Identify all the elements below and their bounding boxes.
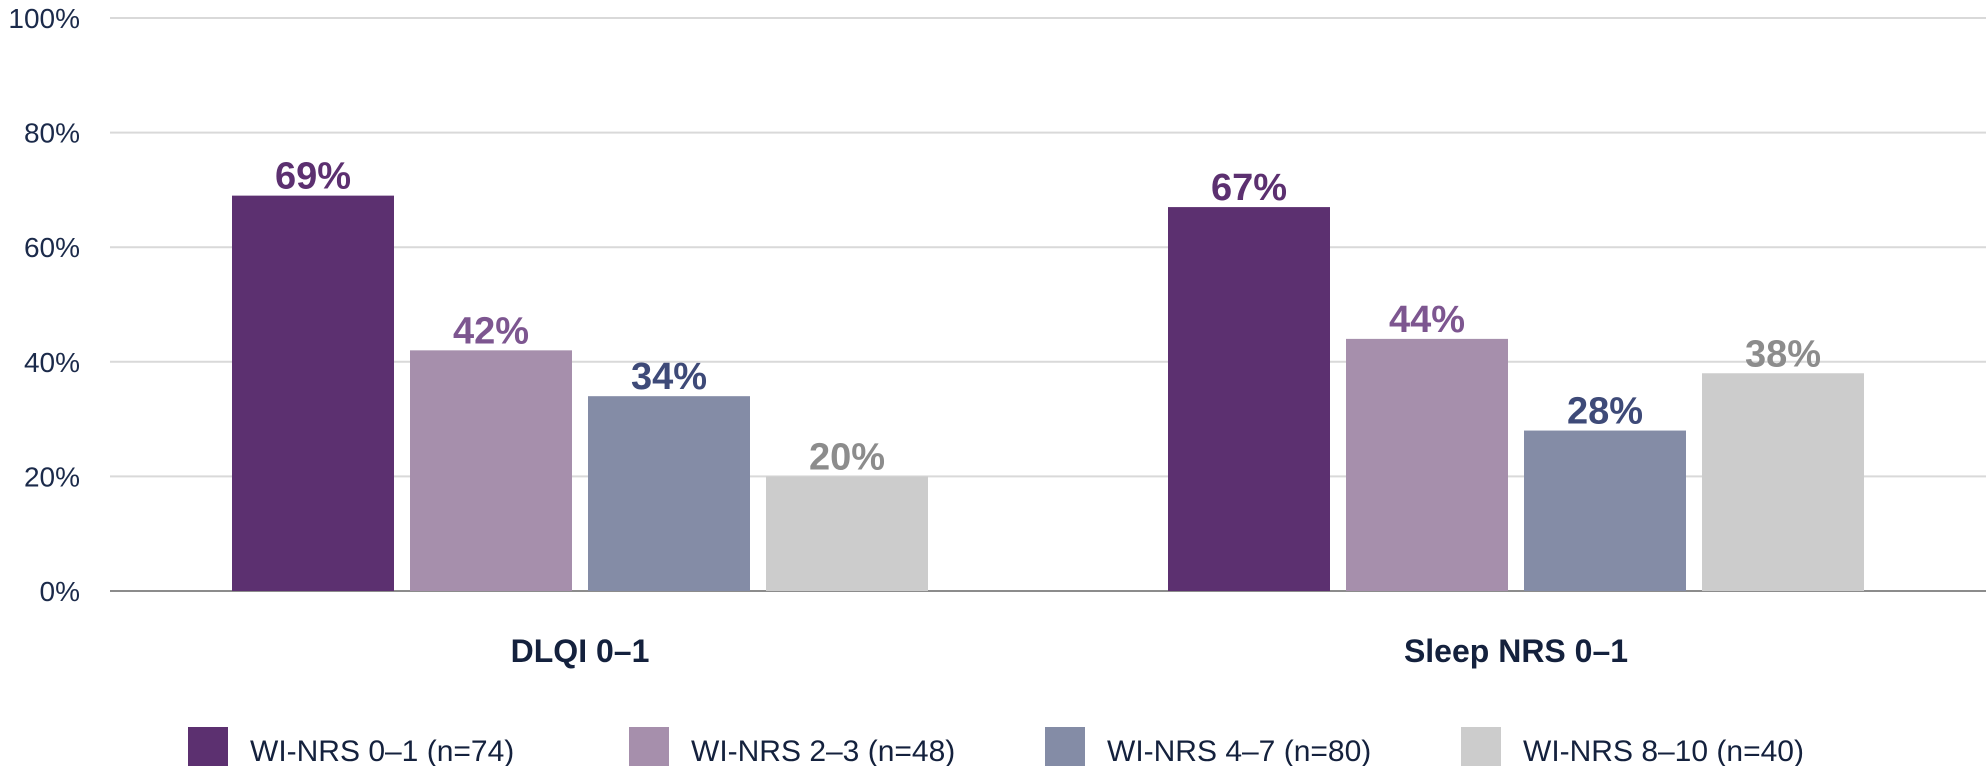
- bar-value-label: 44%: [1389, 299, 1465, 341]
- bar-value-label: 34%: [631, 356, 707, 398]
- bar: [1702, 373, 1864, 591]
- y-tick-label: 60%: [24, 232, 80, 263]
- bar: [766, 476, 928, 591]
- x-category-label: Sleep NRS 0–1: [1404, 633, 1628, 669]
- legend: WI-NRS 0–1 (n=74) WI-NRS 2–3 (n=48) WI-NRS…: [188, 727, 1804, 766]
- bar: [588, 396, 750, 591]
- legend-swatch: [1461, 727, 1501, 766]
- bar-value-label: 67%: [1211, 167, 1287, 209]
- legend-swatch: [188, 727, 228, 766]
- y-tick-label: 80%: [24, 118, 80, 149]
- y-tick-label: 100%: [8, 3, 80, 34]
- x-category-label: DLQI 0–1: [511, 633, 650, 669]
- bar-layer: [232, 195, 1864, 591]
- bar-value-label: 69%: [275, 156, 351, 198]
- legend-swatch: [1045, 727, 1085, 766]
- bar-value-label: 20%: [809, 436, 885, 478]
- bar: [1168, 207, 1330, 591]
- bar-value-label: 28%: [1567, 391, 1643, 433]
- y-tick-label: 20%: [24, 461, 80, 492]
- bar: [1524, 430, 1686, 591]
- value-label-layer: 69% 42% 34% 20% 67% 44% 28% 38%: [275, 156, 1821, 479]
- legend-label: WI-NRS 8–10 (n=40): [1523, 735, 1804, 766]
- y-tick-label: 0%: [40, 576, 80, 607]
- bar: [410, 350, 572, 591]
- bar: [232, 195, 394, 591]
- bar: [1346, 338, 1508, 591]
- bar-value-label: 42%: [453, 310, 529, 352]
- y-tick-label: 40%: [24, 347, 80, 378]
- legend-swatch: [629, 727, 669, 766]
- bar-value-label: 38%: [1745, 333, 1821, 375]
- legend-label: WI-NRS 0–1 (n=74): [250, 735, 514, 766]
- legend-label: WI-NRS 2–3 (n=48): [691, 735, 955, 766]
- legend-label: WI-NRS 4–7 (n=80): [1107, 735, 1371, 766]
